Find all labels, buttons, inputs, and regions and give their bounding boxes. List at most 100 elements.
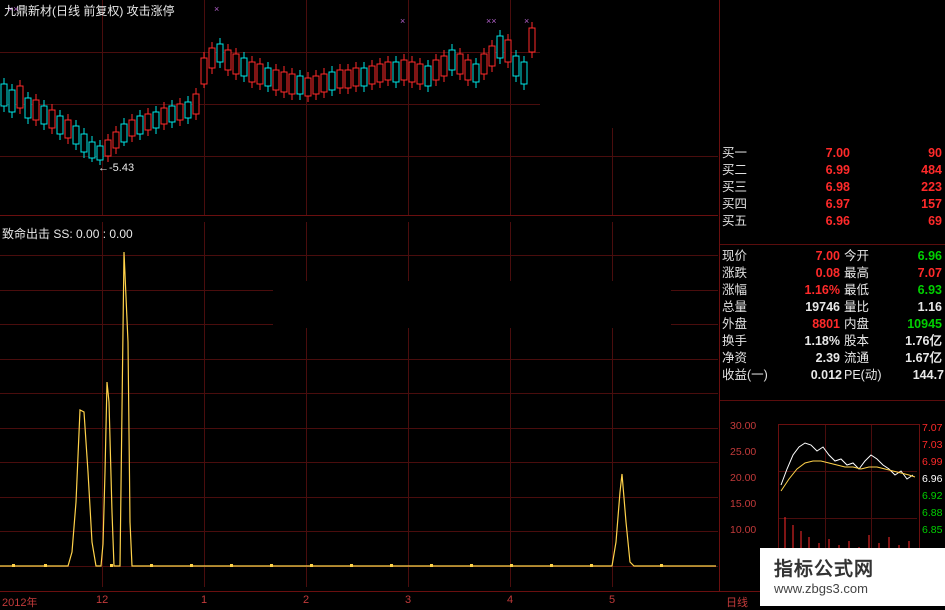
mark-icon: × [214,4,220,14]
gridline [408,0,409,215]
indicator-line [0,251,716,567]
indicator-title: 致命出击 SS: 0.00 : 0.00 [2,227,133,241]
stat-label-1: 涨跌 [722,266,748,280]
bid-row[interactable]: 买三 6.98 223 [720,179,945,196]
stat-value-1: 8801 [812,317,840,331]
gridline [0,359,718,360]
stat-label-1: 收益(一) [722,368,768,382]
mark-icon: × [400,16,406,26]
watermark: 指标公式网 www.zbgs3.com [760,548,945,606]
stat-row[interactable]: 外盘 8801 内盘 10945 [720,316,945,333]
date-tick: 12 [96,594,109,606]
date-tick: 4 [507,594,514,606]
stat-row[interactable]: 收益(一) 0.012 PE(动) 144.7 [720,367,945,384]
gridline [0,497,718,498]
gridline [204,222,205,587]
date-tick: 2012年 [2,597,38,609]
bid-row[interactable]: 买五 6.96 69 [720,213,945,230]
stat-row[interactable]: 涨幅 1.16% 最低 6.93 [720,282,945,299]
gridline [825,425,826,563]
kline-chart-panel[interactable]: ×× × × ×× × [0,0,718,216]
stat-row[interactable]: 涨跌 0.08 最高 7.07 [720,265,945,282]
bid-price: 7.00 [825,146,850,160]
stat-row[interactable]: 净资 2.39 流通 1.67亿 [720,350,945,367]
mark-icon: × [524,16,530,26]
bid-price: 6.99 [825,163,850,177]
stat-value-2: 1.76亿 [905,334,942,348]
period-label: 日线 [726,597,748,609]
stat-value-2: 7.07 [917,266,942,280]
stat-value-1: 2.39 [815,351,840,365]
stat-value-2: 6.96 [917,249,942,263]
gridline [0,156,718,157]
stat-row[interactable]: 现价 7.00 今开 6.96 [720,248,945,265]
stat-value-1: 1.16% [804,283,840,297]
minute-right-tick: 6.88 [922,507,943,519]
stat-label-1: 涨幅 [722,283,748,297]
bid-price: 6.96 [825,214,850,228]
gridline [0,393,718,394]
gridline [0,52,718,53]
bid-label: 买三 [722,180,748,194]
indicator-chart-panel[interactable] [0,222,718,587]
date-axis: 2012年 12 1 2 3 4 5 日线 [0,591,945,610]
gridline [204,0,205,215]
stat-value-1: 7.00 [815,249,840,263]
gridline [612,222,613,587]
minute-left-tick: 15.00 [730,498,757,510]
stat-value-1: 19746 [805,300,840,314]
bid-volume: 69 [928,214,942,228]
date-tick: 1 [201,594,208,606]
gridline [0,255,718,256]
gridline [0,428,718,429]
bid-volume: 157 [921,197,942,211]
watermark-title: 指标公式网 [774,559,875,580]
bid-label: 买四 [722,197,748,211]
stat-label-2: 最高 [844,266,870,280]
gridline [102,0,103,215]
bid-row[interactable]: 买二 6.99 484 [720,162,945,179]
mark-icon: ×× [8,4,19,14]
stat-label-2: 今开 [844,249,870,263]
bid-volume: 223 [921,180,942,194]
stats-list: 现价 7.00 今开 6.96 涨跌 0.08 最高 7.07 涨幅 1.16%… [720,248,945,384]
gridline [306,222,307,587]
date-tick: 3 [405,594,412,606]
stat-label-1: 净资 [722,351,748,365]
stat-value-2: 6.93 [917,283,942,297]
minute-right-tick: 6.85 [922,524,943,536]
watermark-url: www.zbgs3.com [774,581,868,596]
quote-panel[interactable]: 买一 7.00 90 买二 6.99 484 买三 6.98 223 买四 6.… [719,0,945,591]
gridline [871,425,872,563]
stat-value-2: 10945 [907,317,942,331]
bid-row[interactable]: 买一 7.00 90 [720,145,945,162]
bid-label: 买五 [722,214,748,228]
stat-value-1: 1.18% [804,334,840,348]
gridline [408,222,409,587]
occlusion-box-2 [273,281,671,328]
stat-row[interactable]: 换手 1.18% 股本 1.76亿 [720,333,945,350]
bid-volume: 90 [928,146,942,160]
stat-label-1: 总量 [722,300,748,314]
stat-label-1: 外盘 [722,317,748,331]
minute-chart[interactable]: 30.00 25.00 20.00 15.00 10.00 7.07 7.03 … [726,420,943,574]
price-annotation: ←-5.43 [98,162,135,174]
minute-right-tick: 6.99 [922,456,943,468]
gridline [510,0,511,215]
minute-right-tick: 7.03 [922,439,943,451]
minute-left-tick: 25.00 [730,446,757,458]
stat-label-2: 量比 [844,300,870,314]
gridline [779,518,917,519]
minute-right-tick: 6.92 [922,490,943,502]
divider [720,244,945,245]
bid-label: 买二 [722,163,748,177]
bid-row[interactable]: 买四 6.97 157 [720,196,945,213]
mark-icon: ×× [486,16,497,26]
stat-value-2: 1.16 [917,300,942,314]
minute-left-tick: 10.00 [730,524,757,536]
stat-row[interactable]: 总量 19746 量比 1.16 [720,299,945,316]
stat-label-2: 流通 [844,351,870,365]
stat-label-2: 内盘 [844,317,870,331]
bid-list: 买一 7.00 90 买二 6.99 484 买三 6.98 223 买四 6.… [720,145,945,230]
